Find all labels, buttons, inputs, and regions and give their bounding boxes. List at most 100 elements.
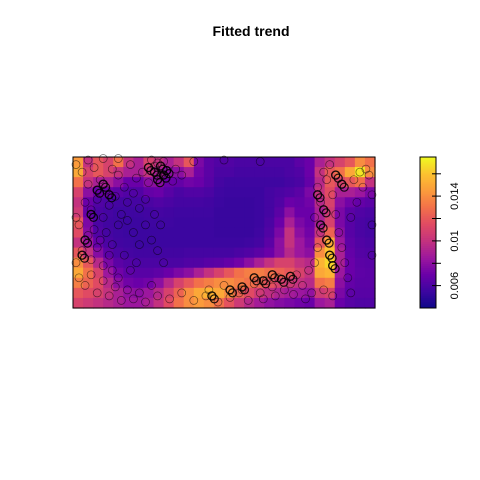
colorbar-swatch <box>420 299 436 303</box>
heatmap-cell <box>73 197 84 208</box>
colorbar-swatch <box>420 229 436 232</box>
observation-point <box>107 164 117 174</box>
observation-point <box>319 285 329 295</box>
heatmap-cell <box>314 187 326 198</box>
heatmap-cell <box>133 177 145 188</box>
heatmap-cell <box>244 177 255 188</box>
heatmap-cell <box>163 207 175 218</box>
observation-points <box>71 154 377 307</box>
colorbar-swatch <box>420 295 436 299</box>
observation-point <box>304 265 313 275</box>
heatmap-cell <box>213 297 225 309</box>
observation-point <box>113 170 123 180</box>
observation-point <box>119 250 129 260</box>
heatmap-cell <box>284 177 296 188</box>
heatmap-cell <box>364 177 376 188</box>
heatmap-cell <box>83 227 94 239</box>
heatmap-cell <box>294 277 306 289</box>
heatmap-cell <box>113 257 124 269</box>
heatmap-cell <box>294 227 306 239</box>
heatmap-cell <box>163 287 175 299</box>
heatmap-cell <box>213 247 225 259</box>
heatmap-cell <box>93 157 104 168</box>
heatmap-cell <box>364 297 376 309</box>
observation-point <box>77 250 87 260</box>
observation-point <box>252 276 262 286</box>
heatmap-cell <box>354 167 366 178</box>
observation-point <box>107 265 117 275</box>
heatmap-cell <box>264 187 275 198</box>
observation-point <box>258 294 268 304</box>
colorbar-swatch <box>420 247 436 251</box>
heatmap-cell <box>163 187 175 198</box>
heatmap-cell <box>264 207 275 218</box>
colorbar-swatch <box>420 287 436 291</box>
observation-point <box>88 212 99 222</box>
observation-point <box>237 282 247 292</box>
heatmap-cell <box>304 227 316 239</box>
observation-point <box>98 179 108 189</box>
observation-point <box>86 255 96 265</box>
heatmap-cell <box>364 157 376 168</box>
heatmap-cell <box>173 247 185 259</box>
heatmap-cell <box>103 207 114 218</box>
heatmap-cell <box>234 157 245 168</box>
heatmap-cell <box>183 267 195 279</box>
observation-point <box>355 167 365 177</box>
observation-point <box>116 210 126 219</box>
observation-point <box>249 273 259 283</box>
observation-point <box>104 250 114 260</box>
heatmap-cell <box>264 257 275 269</box>
heatmap-cell <box>294 167 306 178</box>
heatmap-cell <box>314 257 326 269</box>
observation-point <box>155 161 166 171</box>
observation-point <box>126 265 135 275</box>
observation-point <box>337 243 347 252</box>
heatmap-cell <box>344 197 356 208</box>
heatmap-cell <box>304 157 316 168</box>
colorbar-swatch <box>420 259 436 263</box>
heatmap-cell <box>143 247 155 259</box>
colorbar-swatch <box>420 207 436 210</box>
observation-point <box>340 258 350 268</box>
heatmap-cell <box>364 217 376 229</box>
observation-point <box>98 276 108 286</box>
heatmap-cell <box>133 257 145 269</box>
heatmap-cell <box>334 277 346 289</box>
heatmap-cell <box>183 157 195 168</box>
observation-point <box>156 220 165 230</box>
heatmap-cell <box>344 157 356 168</box>
heatmap-cell <box>73 267 84 279</box>
observation-point <box>289 290 298 299</box>
colorbar-swatch <box>420 211 436 214</box>
heatmap-cell <box>213 157 225 168</box>
heatmap-cell <box>304 237 316 249</box>
heatmap-cell <box>294 247 306 259</box>
heatmap-cell <box>193 227 205 239</box>
heatmap-cell <box>364 237 376 249</box>
heatmap-cell <box>213 257 225 269</box>
heatmap-cell <box>93 257 104 269</box>
heatmap-cell <box>133 297 145 309</box>
heatmap-cell <box>234 247 245 259</box>
observation-point <box>153 246 162 255</box>
heatmap-cell <box>133 187 145 198</box>
heatmap-cell <box>244 247 255 259</box>
heatmap-cell <box>364 197 376 208</box>
colorbar-swatch <box>420 209 436 212</box>
observation-point <box>107 240 117 249</box>
heatmap-cell <box>224 297 235 309</box>
observation-point <box>92 288 102 298</box>
observation-point <box>361 164 371 174</box>
heatmap-cell <box>213 187 225 198</box>
heatmap-cell <box>153 247 165 259</box>
heatmap-cell <box>244 257 255 269</box>
heatmap-cell <box>173 207 185 218</box>
colorbar-swatch <box>420 181 436 184</box>
heatmap-cell <box>73 227 84 239</box>
heatmap-cell <box>254 177 265 188</box>
colorbar-swatch <box>420 249 436 253</box>
observation-point <box>79 253 90 263</box>
observation-point <box>227 288 238 298</box>
colorbar-swatch <box>420 183 436 186</box>
